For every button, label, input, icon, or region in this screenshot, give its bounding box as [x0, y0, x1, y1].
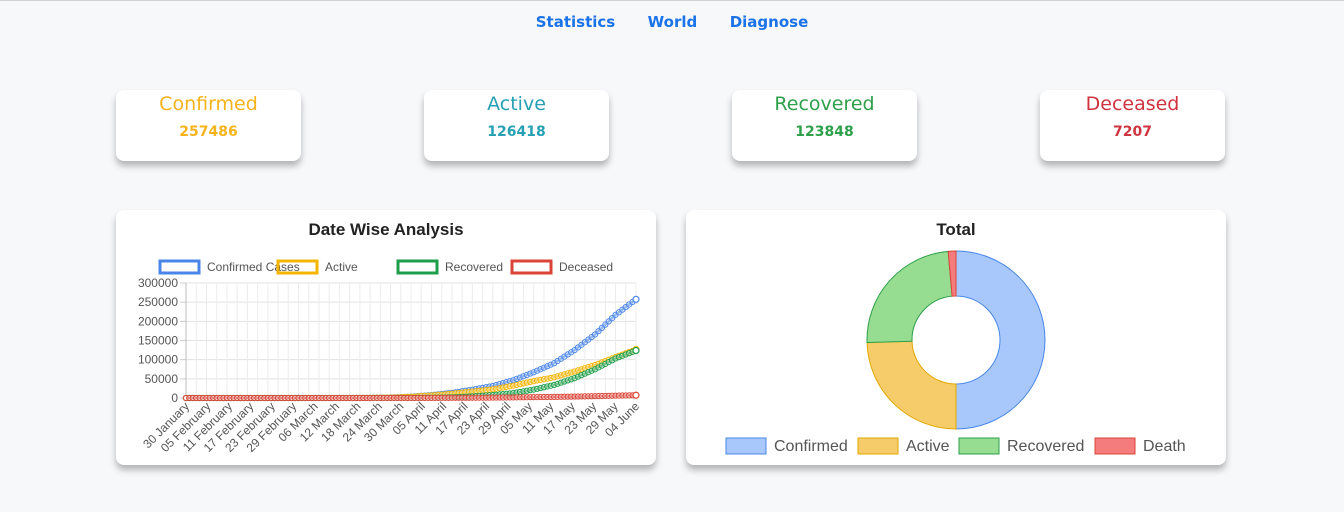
recovered-card: Recovered 123848 [732, 90, 917, 161]
doughnut-slice [956, 251, 1045, 429]
active-card: Active 126418 [424, 90, 609, 161]
card-title: Recovered [732, 93, 917, 115]
y-tick-label: 150000 [138, 334, 178, 348]
doughnut-slice [867, 251, 952, 342]
line-chart-title: Date Wise Analysis [116, 220, 656, 240]
card-value: 7207 [1040, 124, 1225, 140]
card-title: Deceased [1040, 93, 1225, 115]
card-value: 123848 [732, 124, 917, 140]
legend-label: Active [906, 438, 950, 455]
card-value: 257486 [116, 124, 301, 140]
y-tick-label: 300000 [138, 276, 178, 290]
doughnut-slice [867, 341, 956, 429]
legend-swatch [398, 261, 437, 273]
series-point [633, 296, 639, 302]
deceased-card: Deceased 7207 [1040, 90, 1225, 161]
legend-swatch [160, 261, 199, 273]
confirmed-card: Confirmed 257486 [116, 90, 301, 161]
legend-swatch [512, 261, 551, 273]
legend-label: Death [1143, 438, 1186, 455]
legend-label: Deceased [559, 260, 613, 274]
y-tick-label: 200000 [138, 314, 178, 328]
series-point [633, 348, 639, 354]
total-panel: Total Confirmed Active Recovered Death [686, 210, 1226, 465]
legend-swatch [858, 438, 898, 454]
doughnut-chart: Confirmed Active Recovered Death [686, 210, 1226, 465]
legend-swatch [959, 438, 999, 454]
pie-chart-title: Total [686, 220, 1226, 240]
legend-swatch [1095, 438, 1135, 454]
top-border [0, 0, 1344, 1]
legend-label: Active [325, 260, 358, 274]
series-point [633, 392, 639, 398]
top-nav: Statistics World Diagnose [0, 13, 1344, 32]
nav-statistics[interactable]: Statistics [536, 13, 615, 31]
card-value: 126418 [424, 124, 609, 140]
legend-swatch [726, 438, 766, 454]
card-title: Active [424, 93, 609, 115]
card-title: Confirmed [116, 93, 301, 115]
legend-label: Confirmed [774, 438, 848, 455]
legend-label: Recovered [445, 260, 503, 274]
y-tick-label: 50000 [145, 372, 179, 386]
y-tick-label: 250000 [138, 295, 178, 309]
nav-world[interactable]: World [648, 13, 698, 31]
nav-diagnose[interactable]: Diagnose [730, 13, 809, 31]
line-chart: Confirmed Cases Active Recovered Deceased30… [116, 210, 656, 465]
date-wise-panel: Date Wise Analysis Confirmed Cases Active… [116, 210, 656, 465]
legend-label: Recovered [1007, 438, 1084, 455]
y-tick-label: 100000 [138, 353, 178, 367]
